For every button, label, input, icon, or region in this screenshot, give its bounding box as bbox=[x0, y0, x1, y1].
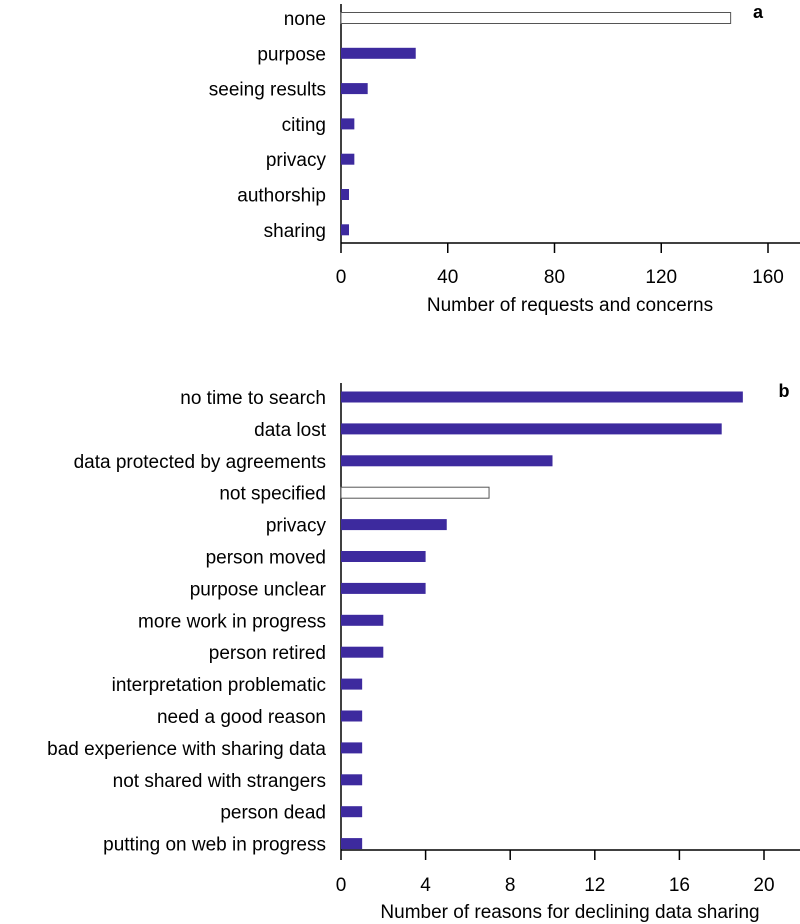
category-label: not shared with strangers bbox=[113, 771, 326, 792]
category-label: privacy bbox=[266, 516, 327, 537]
category-label: purpose bbox=[257, 44, 326, 65]
bar-purpose bbox=[341, 47, 416, 59]
category-label: putting on web in progress bbox=[103, 835, 326, 856]
bar-purpose-unclear bbox=[341, 582, 426, 594]
x-tick-label: 40 bbox=[437, 267, 458, 288]
chart-panel-a: 0 40 80 120 160 none purpose seeing results citi… bbox=[209, 2, 800, 316]
category-label: privacy bbox=[266, 150, 327, 171]
bar-person-retired bbox=[341, 646, 384, 658]
category-label: more work in progress bbox=[138, 611, 326, 632]
bar-putting-on-web-in-progress bbox=[341, 838, 363, 850]
bar-bad-experience-with-sharing-data bbox=[341, 742, 363, 754]
category-label: person dead bbox=[220, 803, 326, 824]
category-label: data protected by agreements bbox=[74, 452, 326, 473]
bar-need-a-good-reason bbox=[341, 710, 363, 722]
bar-no-time-to-search bbox=[341, 391, 743, 403]
bar-sharing bbox=[341, 224, 350, 236]
bar-person-moved bbox=[341, 551, 426, 562]
x-axis-label: Number of requests and concerns bbox=[427, 295, 713, 316]
category-label: authorship bbox=[237, 186, 326, 207]
bar-not-specified bbox=[340, 486, 490, 499]
x-tick-label: 0 bbox=[336, 875, 347, 896]
category-label: bad experience with sharing data bbox=[47, 739, 326, 760]
category-label: purpose unclear bbox=[190, 579, 327, 600]
bar-privacy bbox=[341, 519, 447, 531]
x-tick-label: 4 bbox=[420, 875, 431, 896]
category-label: interpretation problematic bbox=[112, 675, 326, 696]
bar-data-lost bbox=[341, 423, 722, 435]
category-label: person moved bbox=[206, 548, 326, 569]
panel-label: b bbox=[779, 381, 790, 401]
bar-privacy bbox=[341, 153, 355, 165]
x-tick-label: 16 bbox=[669, 875, 690, 896]
category-label: seeing results bbox=[209, 80, 326, 101]
category-label: person retired bbox=[209, 643, 326, 664]
panel-label: a bbox=[753, 2, 764, 22]
category-label: no time to search bbox=[180, 388, 326, 409]
bar-seeing-results bbox=[341, 83, 368, 95]
x-tick-label: 8 bbox=[505, 875, 516, 896]
bar-citing bbox=[341, 118, 355, 130]
chart-panel-b: 0 4 8 12 16 20 no time to search data lost data … bbox=[47, 381, 800, 923]
bar-more-work-in-progress bbox=[341, 614, 384, 626]
bar-data-protected-by-agreements bbox=[341, 455, 553, 467]
category-label: need a good reason bbox=[157, 707, 326, 728]
category-label: none bbox=[284, 9, 326, 30]
category-label: citing bbox=[282, 115, 326, 136]
x-tick-label: 160 bbox=[752, 267, 784, 288]
category-label: not specified bbox=[219, 484, 326, 505]
x-tick-label: 120 bbox=[645, 267, 677, 288]
x-tick-label: 80 bbox=[544, 267, 565, 288]
x-tick-label: 20 bbox=[753, 875, 774, 896]
bar-none bbox=[340, 12, 732, 24]
category-label: sharing bbox=[264, 221, 326, 242]
bar-person-dead bbox=[341, 806, 363, 818]
bar-interpretation-problematic bbox=[341, 678, 363, 690]
x-axis-label: Number of reasons for declining data sha… bbox=[380, 902, 759, 923]
x-tick-label: 0 bbox=[336, 267, 347, 288]
bar-authorship bbox=[341, 189, 350, 200]
x-tick-label: 12 bbox=[584, 875, 605, 896]
category-label: data lost bbox=[254, 420, 327, 441]
bar-not-shared-with-strangers bbox=[341, 774, 363, 786]
